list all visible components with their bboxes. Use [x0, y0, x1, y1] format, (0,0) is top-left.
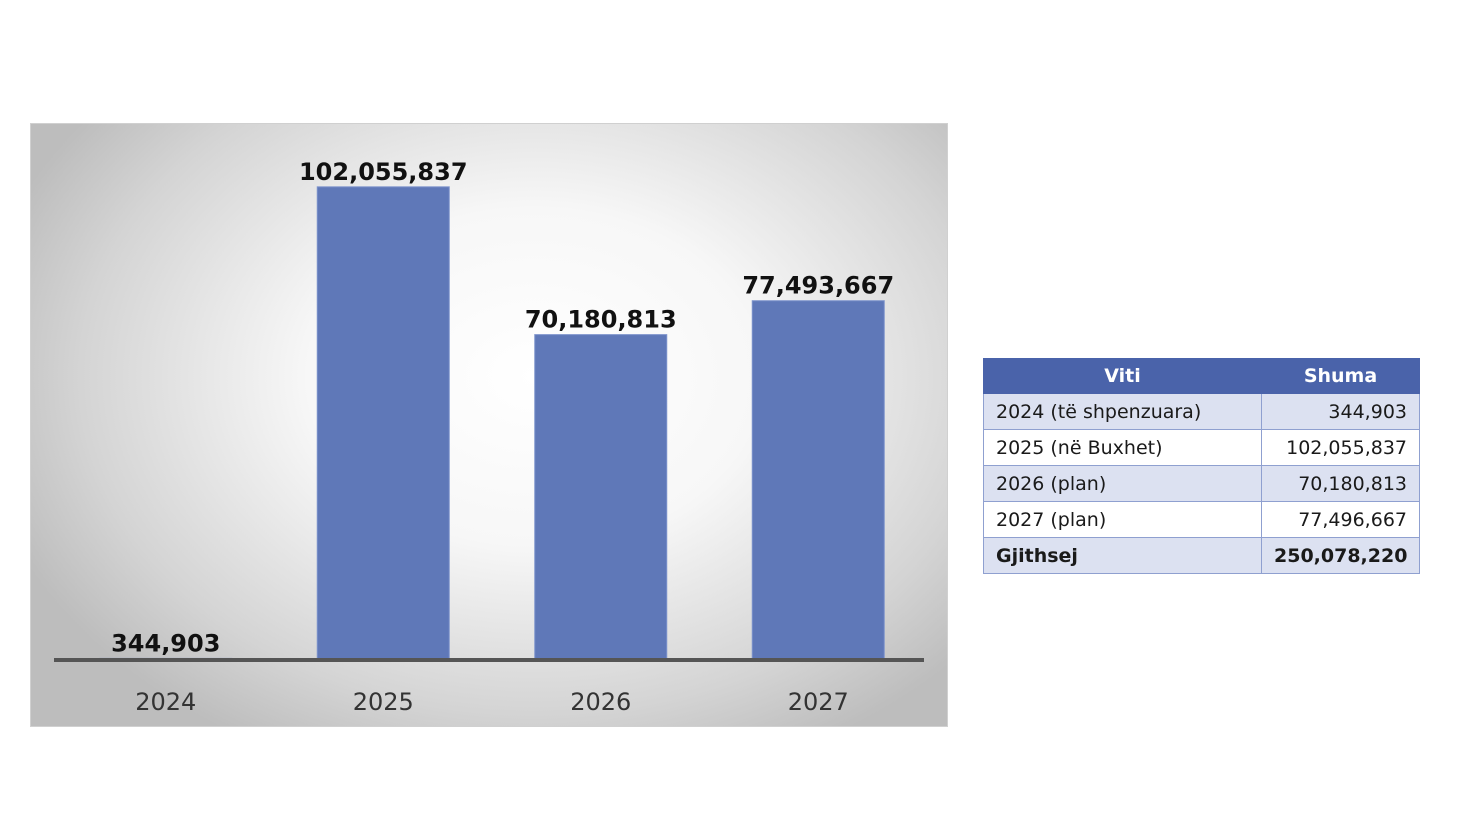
bar-chart: 344,903 2024 102,055,837 2025 70,180,813 2026… [54, 158, 924, 716]
row-amount: 77,496,667 [1261, 501, 1420, 538]
header-amount: Shuma [1261, 358, 1420, 394]
data-label-2027: 77,493,667 [742, 272, 894, 300]
table-total-row: Gjithsej 250,078,220 [983, 537, 1420, 574]
row-amount: 102,055,837 [1261, 429, 1420, 466]
table-row: 2026 (plan) 70,180,813 [983, 465, 1420, 502]
header-year: Viti [983, 358, 1262, 394]
table-row: 2024 (të shpenzuara) 344,903 [983, 393, 1420, 430]
total-label: Gjithsej [983, 537, 1262, 574]
x-tick-label-2025: 2025 [353, 688, 414, 716]
data-label-2025: 102,055,837 [299, 158, 468, 186]
bar-2027 [751, 300, 885, 661]
row-year: 2024 (të shpenzuara) [983, 393, 1262, 430]
row-year: 2026 (plan) [983, 465, 1262, 502]
row-amount: 344,903 [1261, 393, 1420, 430]
table-row: 2025 (në Buxhet) 102,055,837 [983, 429, 1420, 466]
data-label-2024: 344,903 [111, 629, 220, 657]
x-tick-label-2027: 2027 [788, 688, 849, 716]
table-header-row: Viti Shuma [983, 358, 1420, 394]
row-year: 2027 (plan) [983, 501, 1262, 538]
amounts-table: Viti Shuma 2024 (të shpenzuara) 344,903 … [983, 358, 1420, 574]
bar-2026 [534, 334, 668, 661]
data-label-2026: 70,180,813 [525, 306, 677, 334]
x-tick-label-2026: 2026 [570, 688, 631, 716]
bar-2025 [316, 186, 450, 661]
x-tick-label-2024: 2024 [135, 688, 196, 716]
row-year: 2025 (në Buxhet) [983, 429, 1262, 466]
total-amount: 250,078,220 [1261, 537, 1420, 574]
table-row: 2027 (plan) 77,496,667 [983, 501, 1420, 538]
row-amount: 70,180,813 [1261, 465, 1420, 502]
bar-chart-panel: 344,903 2024 102,055,837 2025 70,180,813 2026… [31, 124, 947, 726]
